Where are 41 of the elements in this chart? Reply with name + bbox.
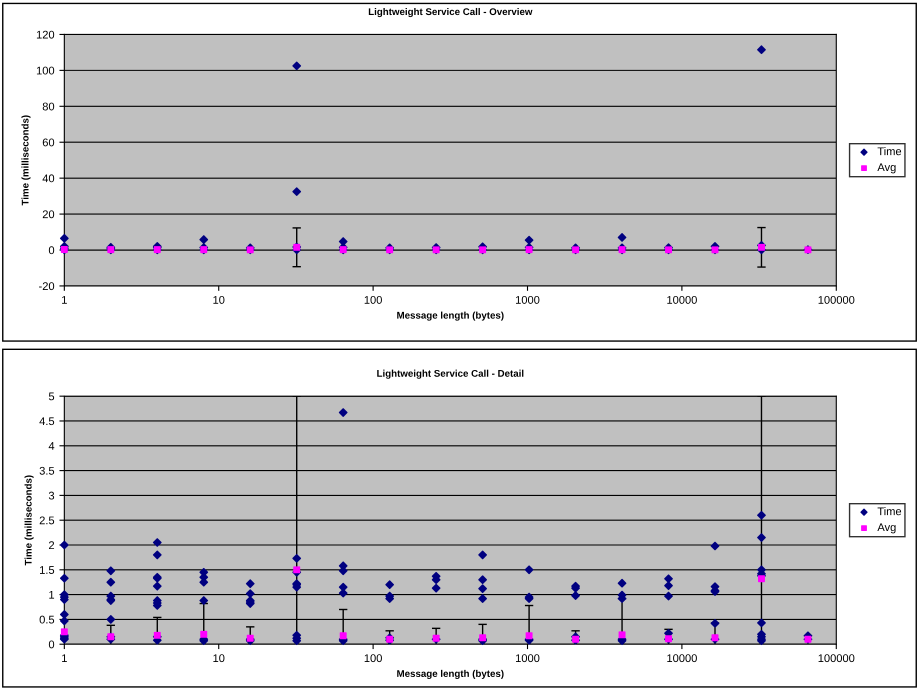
y-tick-label: 4.5: [39, 417, 54, 426]
y-tick-label: 4: [48, 442, 54, 450]
x-tick-label: 100: [364, 296, 382, 304]
legend-label: Avg: [877, 163, 896, 174]
x-tick-label: 10: [213, 654, 224, 662]
y-tick-label: 40: [42, 174, 54, 182]
legend-label: Time: [878, 147, 902, 156]
legend-label: Time: [878, 507, 902, 516]
y-tick-label: 5: [48, 392, 54, 400]
y-axis-title: Time (milliseconds): [21, 115, 31, 206]
x-tick-label: 1000: [516, 296, 540, 304]
x-tick-label: 100000: [818, 296, 854, 304]
x-axis-title: Message length (bytes): [397, 312, 504, 321]
y-tick-label: 3.5: [40, 466, 54, 475]
y-tick-label: 2.5: [40, 516, 54, 524]
y-tick-label: 1.5: [40, 566, 54, 574]
y-axis-title: Time (milliseconds): [24, 475, 34, 566]
x-tick-label: 10000: [667, 296, 697, 304]
x-tick-label: 1: [62, 654, 67, 662]
y-tick-label: -20: [39, 282, 54, 290]
x-tick-label: 1: [62, 296, 67, 304]
y-tick-label: 100: [36, 66, 54, 75]
chart-title: Lightweight Service Call - Detail: [377, 370, 524, 379]
y-tick-label: 0: [48, 640, 54, 648]
y-tick-label: 0.5: [40, 616, 54, 624]
y-tick-label: 0: [48, 246, 54, 254]
chart-title: Lightweight Service Call - Overview: [368, 8, 532, 18]
y-tick-label: 60: [42, 138, 54, 146]
y-tick-label: 20: [42, 210, 54, 218]
x-tick-label: 100: [364, 654, 382, 662]
y-tick-label: 2: [48, 541, 54, 550]
x-axis-title: Message length (bytes): [397, 670, 504, 679]
y-tick-label: 120: [36, 30, 54, 39]
y-tick-label: 80: [42, 102, 54, 110]
y-tick-label: 1: [49, 590, 54, 599]
legend-label: Avg: [877, 523, 896, 534]
x-tick-label: 100000: [818, 654, 854, 662]
y-tick-label: 3: [48, 492, 54, 500]
x-tick-label: 10000: [667, 654, 697, 662]
x-tick-label: 1000: [516, 654, 540, 662]
x-tick-label: 10: [213, 296, 224, 304]
